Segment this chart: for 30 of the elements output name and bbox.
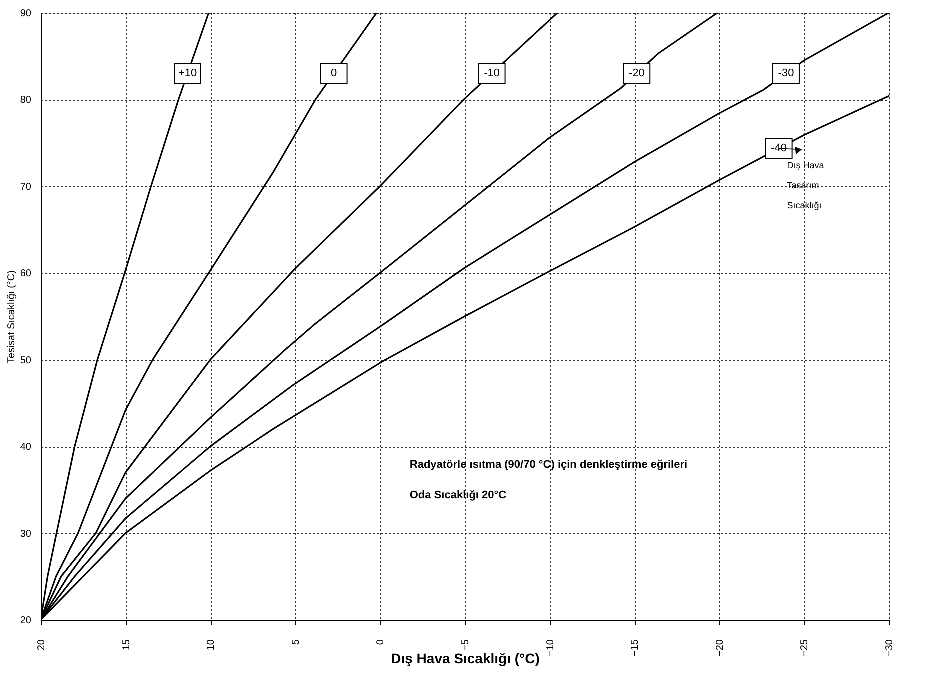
y-tick-label: 70 — [20, 182, 32, 193]
x-tick-label: −5 — [460, 639, 472, 651]
x-tick-label: 5 — [290, 639, 302, 646]
series-label: 0 — [331, 68, 338, 80]
y-tick-label: 40 — [20, 442, 32, 454]
x-tick-label: −15 — [630, 639, 642, 656]
x-tick-label: 10 — [206, 639, 218, 651]
x-tick-label: −25 — [800, 639, 811, 656]
y-tick-label: 60 — [20, 268, 32, 280]
x-tick-label: −20 — [714, 639, 726, 656]
annotation: Radyatörle ısıtma (90/70 °C) için denkleştirme eğrileri — [410, 459, 688, 472]
y-tick-label: 50 — [20, 355, 32, 366]
y-tick-label: 20 — [20, 616, 32, 626]
annotation: Dış Hava Tasarım Sıcaklığı — [787, 160, 824, 211]
x-tick-label: 0 — [376, 639, 387, 646]
series-label: -10 — [484, 68, 500, 80]
legend-label: -40 — [771, 142, 788, 155]
y-tick-label: 90 — [20, 8, 32, 20]
y-tick-label: 80 — [20, 95, 32, 106]
annotation: Oda Sıcaklığı 20°C — [410, 489, 507, 502]
x-tick-label: −10 — [545, 639, 556, 656]
x-tick-label: −30 — [884, 639, 896, 656]
series-label: -20 — [628, 68, 645, 80]
series-label: +10 — [178, 68, 198, 80]
x-tick-label: 15 — [121, 639, 132, 651]
y-axis-title: Tesisat Sıcaklığı (°C) — [6, 270, 18, 364]
y-tick-label: 30 — [20, 528, 32, 540]
x-axis-title: Dış Hava Sıcaklığı (°C) — [391, 650, 540, 666]
x-tick-label: 20 — [36, 639, 48, 651]
series-label: -30 — [778, 68, 794, 80]
